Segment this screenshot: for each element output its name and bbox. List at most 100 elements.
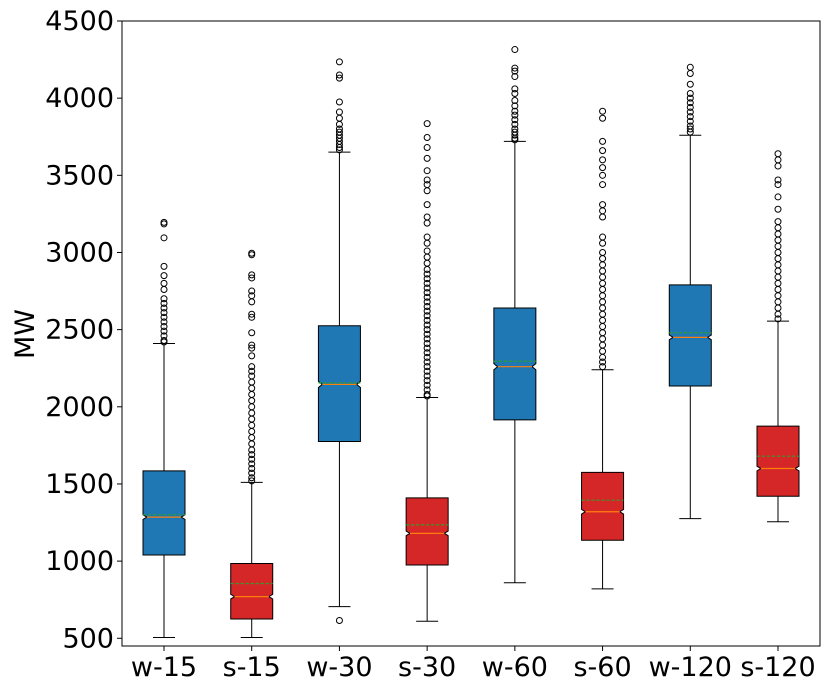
outlier-point: [599, 147, 607, 155]
outlier-point: [423, 377, 431, 385]
outlier-point: [774, 292, 782, 300]
outlier-point: [599, 298, 607, 306]
outlier-point: [160, 338, 168, 346]
y-tick-label: 4500: [45, 6, 114, 37]
outlier-point: [774, 193, 782, 201]
outlier-point: [599, 363, 607, 371]
outlier-point: [599, 310, 607, 318]
outlier-point: [511, 107, 519, 115]
outlier-point: [423, 259, 431, 267]
outlier-point: [248, 460, 256, 468]
outlier-point: [599, 273, 607, 281]
outlier-point: [423, 312, 431, 320]
outlier-point: [774, 181, 782, 189]
y-tick-label: 500: [62, 623, 114, 654]
outlier-point: [423, 344, 431, 352]
y-tick-label: 3000: [45, 237, 114, 268]
box-body: [230, 562, 274, 620]
outlier-point: [423, 253, 431, 261]
outlier-point: [248, 384, 256, 392]
outlier-point: [423, 167, 431, 175]
outlier-point: [160, 313, 168, 321]
outlier-point: [599, 233, 607, 241]
outlier-point: [248, 455, 256, 463]
outlier-point: [423, 307, 431, 315]
outlier-point: [686, 63, 694, 71]
box-body: [668, 284, 712, 387]
outlier-point: [423, 120, 431, 128]
box-group-w-120: [668, 63, 712, 520]
box-body: [493, 307, 537, 421]
outlier-point: [686, 128, 694, 136]
outlier-point: [248, 390, 256, 398]
outlier-point: [686, 108, 694, 116]
outlier-point: [511, 102, 519, 110]
outlier-point: [599, 353, 607, 361]
outlier-point: [335, 144, 343, 152]
box-group-w-60: [493, 46, 537, 584]
outlier-point: [599, 286, 607, 294]
outlier-point: [248, 341, 256, 349]
outlier-point: [511, 131, 519, 139]
outlier-point: [511, 136, 519, 144]
outlier-point: [599, 316, 607, 324]
outlier-point: [423, 353, 431, 361]
outlier-point: [423, 302, 431, 310]
outlier-point: [599, 164, 607, 172]
outlier-point: [423, 213, 431, 221]
outlier-point: [248, 474, 256, 482]
outlier-point: [423, 293, 431, 301]
outlier-point: [248, 378, 256, 386]
x-axis: w-15 s-15 w-30 s-30 w-60 s-60 w-120 s-120: [131, 646, 816, 683]
outlier-point: [335, 617, 343, 625]
outlier-point: [160, 272, 168, 280]
outlier-point: [248, 477, 256, 485]
outlier-point: [511, 46, 519, 54]
outlier-point: [248, 251, 256, 259]
outlier-point: [686, 80, 694, 88]
box-group-w-30: [317, 58, 361, 625]
outlier-point: [248, 465, 256, 473]
outlier-point: [686, 69, 694, 77]
outlier-point: [774, 162, 782, 170]
outlier-point: [599, 171, 607, 179]
outlier-point: [248, 363, 256, 371]
outlier-point: [423, 270, 431, 278]
outlier-point: [248, 440, 256, 448]
outlier-point: [599, 248, 607, 256]
outlier-point: [160, 220, 168, 228]
outlier-point: [599, 267, 607, 275]
outlier-point: [774, 315, 782, 323]
x-tick-label: w-30: [306, 652, 372, 683]
outlier-point: [511, 73, 519, 81]
outlier-point: [423, 321, 431, 329]
outlier-point: [774, 218, 782, 226]
outlier-point: [599, 156, 607, 164]
outlier-point: [160, 279, 168, 287]
x-tick-label: w-15: [131, 652, 197, 683]
outlier-point: [599, 304, 607, 312]
outlier-point: [686, 103, 694, 111]
y-tick-label: 1500: [45, 469, 114, 500]
plot-frame: [121, 20, 821, 647]
outlier-point: [774, 261, 782, 269]
outlier-point: [599, 255, 607, 263]
outlier-point: [248, 427, 256, 435]
outlier-point: [599, 114, 607, 122]
outlier-point: [423, 187, 431, 195]
outlier-point: [248, 446, 256, 454]
outlier-point: [335, 71, 343, 79]
outlier-point: [335, 146, 343, 154]
outlier-point: [423, 284, 431, 292]
outlier-point: [160, 309, 168, 317]
outlier-point: [423, 381, 431, 389]
outlier-point: [599, 323, 607, 331]
outlier-point: [774, 156, 782, 164]
outlier-point: [511, 90, 519, 98]
outlier-point: [774, 230, 782, 238]
outlier-point: [686, 113, 694, 121]
outlier-point: [686, 99, 694, 107]
x-tick-label: s-120: [740, 652, 815, 683]
outlier-point: [774, 176, 782, 184]
outlier-point: [774, 150, 782, 158]
